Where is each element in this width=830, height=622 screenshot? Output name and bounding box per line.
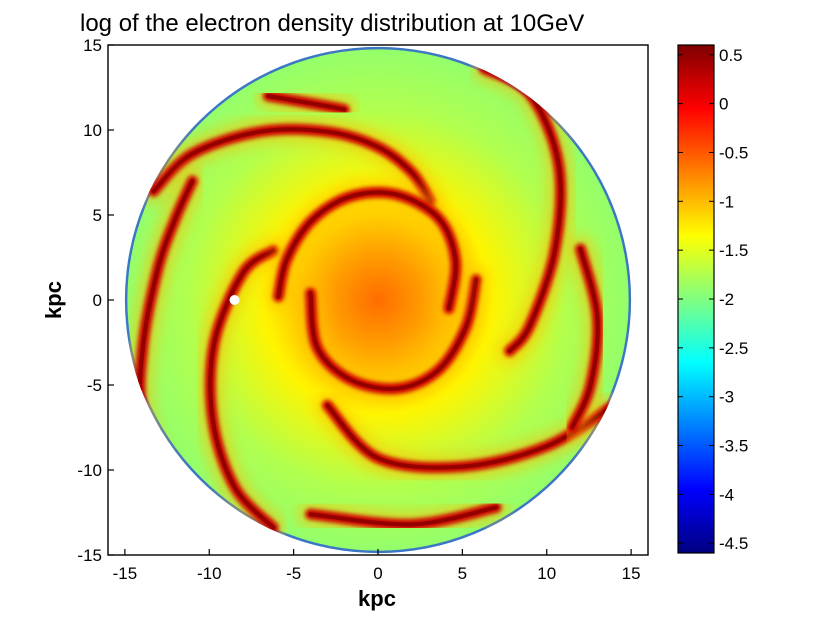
arm-core: [308, 505, 499, 527]
x-tick-label: -15: [113, 564, 138, 583]
colorbar-tick-label: -2: [719, 290, 734, 309]
colorbar-ticks: 0.5 0 -0.5 -1 -1.5 -2 -2.5 -3 -3.5 -4 -4.5: [678, 46, 748, 553]
galactic-disk: [124, 46, 632, 554]
x-tick-label: -5: [286, 564, 301, 583]
spiral-arm-1: [140, 116, 444, 215]
colorbar-tick-label: 0.5: [719, 46, 743, 65]
colorbar-tick-label: 0: [719, 95, 728, 114]
disk-background: [124, 46, 632, 554]
y-axis: 15 10 5 0 -5 -10 -15: [77, 36, 114, 565]
arm-core: [151, 127, 433, 204]
arm-core: [208, 248, 276, 530]
y-tick-label: -10: [77, 461, 102, 480]
y-tick-label: 0: [93, 291, 102, 310]
spiral-arm-9: [297, 266, 489, 402]
spiral-arm-4: [197, 237, 287, 541]
arm-core: [276, 190, 458, 311]
spiral-arm-10: [265, 179, 469, 322]
arm-core: [308, 277, 478, 391]
y-axis-label: kpc: [41, 281, 66, 319]
x-tick-label: 10: [537, 564, 556, 583]
spiral-arm-6: [255, 83, 358, 123]
y-tick-label: 5: [93, 206, 102, 225]
y-tick-label: 10: [83, 121, 102, 140]
y-tick-label: -5: [87, 376, 102, 395]
spiral-arm-7: [559, 236, 611, 441]
colorbar: 0.5 0 -0.5 -1 -1.5 -2 -2.5 -3 -3.5 -4 -4.5: [677, 44, 748, 554]
colorbar-tick-label: -4.5: [719, 534, 748, 553]
colorbar-tick-label: -0.5: [719, 143, 748, 162]
sun-position-marker: [229, 295, 240, 305]
x-axis: -15 -10 -5 0 5 10 15: [113, 549, 641, 583]
arm-core: [570, 247, 600, 430]
x-axis-label: kpc: [358, 586, 396, 611]
y-tick-label: -15: [77, 546, 102, 565]
x-tick-label: 5: [458, 564, 467, 583]
colorbar-tick-label: -3.5: [719, 437, 748, 456]
colorbar-tick-label: -1: [719, 192, 734, 211]
chart-title: log of the electron density distribution…: [80, 10, 584, 37]
arm-core: [266, 94, 347, 112]
plot-area: [124, 46, 632, 554]
colorbar-tick-label: -1.5: [719, 241, 748, 260]
x-tick-label: -10: [197, 564, 222, 583]
spiral-arm-8: [297, 494, 510, 538]
x-tick-label: 0: [373, 564, 382, 583]
colorbar-tick-label: -4: [719, 485, 734, 504]
colorbar-gradient: [678, 45, 714, 553]
colorbar-tick-label: -3: [719, 388, 734, 407]
colorbar-tick-label: -2.5: [719, 339, 748, 358]
y-tick-label: 15: [83, 36, 102, 55]
x-tick-label: 15: [622, 564, 641, 583]
